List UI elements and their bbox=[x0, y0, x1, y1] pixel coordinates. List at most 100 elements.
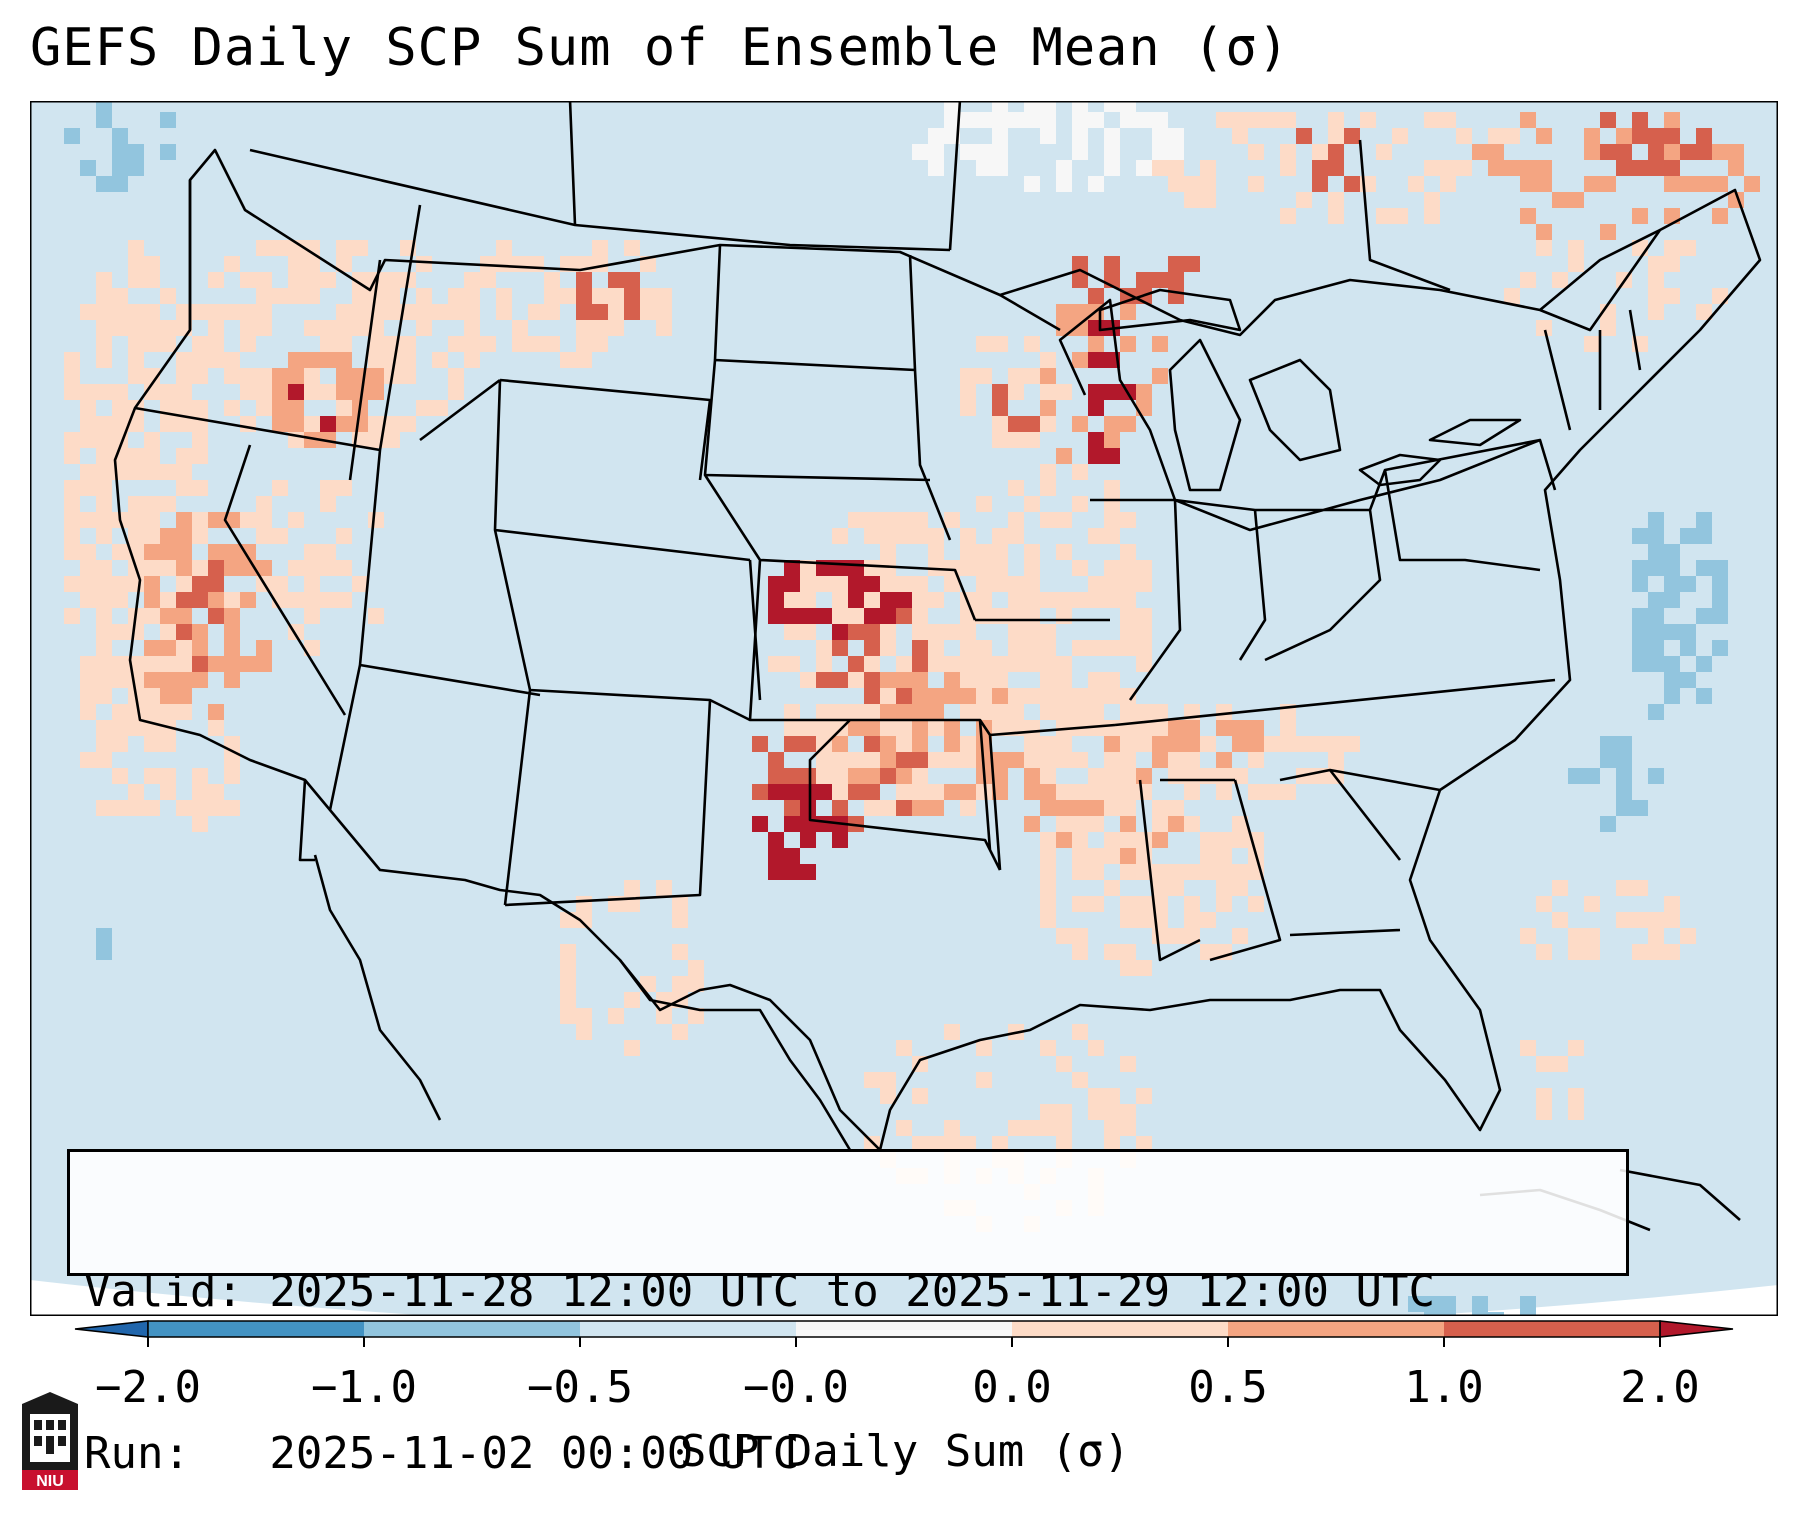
scp-cell bbox=[1312, 144, 1328, 160]
scp-cell bbox=[176, 464, 192, 480]
scp-cell bbox=[336, 592, 352, 608]
scp-cell bbox=[1040, 512, 1056, 528]
scp-cell bbox=[1152, 880, 1168, 896]
scp-cell bbox=[1216, 896, 1232, 912]
scp-cell bbox=[832, 720, 848, 736]
scp-cell bbox=[624, 272, 640, 288]
scp-cell bbox=[352, 240, 368, 256]
scp-cell bbox=[1184, 928, 1200, 944]
scp-cell bbox=[256, 368, 272, 384]
scp-cell bbox=[208, 336, 224, 352]
scp-cell bbox=[1152, 720, 1168, 736]
scp-cell bbox=[960, 144, 976, 160]
scp-cell bbox=[1056, 448, 1072, 464]
scp-cell bbox=[1136, 864, 1152, 880]
scp-cell bbox=[960, 624, 976, 640]
scp-cell bbox=[96, 752, 112, 768]
scp-cell bbox=[1136, 896, 1152, 912]
scp-cell bbox=[1200, 912, 1216, 928]
scp-cell bbox=[576, 912, 592, 928]
scp-cell bbox=[1104, 768, 1120, 784]
scp-cell bbox=[176, 480, 192, 496]
scp-cell bbox=[96, 800, 112, 816]
scp-cell bbox=[768, 576, 784, 592]
scp-cell bbox=[928, 784, 944, 800]
scp-cell bbox=[960, 736, 976, 752]
scp-cell bbox=[992, 400, 1008, 416]
scp-cell bbox=[1216, 768, 1232, 784]
scp-cell bbox=[832, 784, 848, 800]
scp-cell bbox=[1232, 736, 1248, 752]
scp-cell bbox=[1056, 1120, 1072, 1136]
scp-cell bbox=[1664, 576, 1680, 592]
scp-cell bbox=[1216, 752, 1232, 768]
scp-cell bbox=[240, 656, 256, 672]
scp-cell bbox=[1584, 944, 1600, 960]
scp-cell bbox=[800, 784, 816, 800]
scp-cell bbox=[64, 496, 80, 512]
scp-cell bbox=[1712, 640, 1728, 656]
scp-cell bbox=[1616, 128, 1632, 144]
scp-cell bbox=[1200, 768, 1216, 784]
scp-cell bbox=[656, 288, 672, 304]
scp-cell bbox=[592, 304, 608, 320]
scp-cell bbox=[1040, 112, 1056, 128]
scp-cell bbox=[1040, 368, 1056, 384]
scp-cell bbox=[336, 400, 352, 416]
scp-cell bbox=[1024, 656, 1040, 672]
scp-cell bbox=[1120, 560, 1136, 576]
scp-cell bbox=[1136, 560, 1152, 576]
scp-cell bbox=[1072, 256, 1088, 272]
scp-cell bbox=[224, 560, 240, 576]
scp-cell bbox=[208, 656, 224, 672]
scp-cell bbox=[256, 656, 272, 672]
scp-cell bbox=[1008, 704, 1024, 720]
scp-cell bbox=[1072, 944, 1088, 960]
scp-cell bbox=[1088, 1040, 1104, 1056]
scp-cell bbox=[976, 544, 992, 560]
scp-cell bbox=[80, 384, 96, 400]
scp-cell bbox=[368, 416, 384, 432]
scp-cell bbox=[1600, 224, 1616, 240]
scp-cell bbox=[1040, 128, 1056, 144]
scp-cell bbox=[1520, 176, 1536, 192]
scp-cell bbox=[768, 752, 784, 768]
scp-cell bbox=[992, 704, 1008, 720]
scp-cell bbox=[1024, 560, 1040, 576]
scp-cell bbox=[496, 240, 512, 256]
scp-cell bbox=[1040, 592, 1056, 608]
scp-cell bbox=[1632, 944, 1648, 960]
scp-cell bbox=[976, 672, 992, 688]
scp-cell bbox=[240, 304, 256, 320]
scp-cell bbox=[1184, 816, 1200, 832]
scp-cell bbox=[96, 944, 112, 960]
scp-cell bbox=[1264, 784, 1280, 800]
scp-cell bbox=[1568, 1088, 1584, 1104]
scp-cell bbox=[1280, 720, 1296, 736]
scp-cell bbox=[320, 544, 336, 560]
scp-cell bbox=[288, 400, 304, 416]
scp-cell bbox=[288, 560, 304, 576]
scp-cell bbox=[1184, 864, 1200, 880]
scp-cell bbox=[1152, 160, 1168, 176]
scp-cell bbox=[768, 768, 784, 784]
scp-cell bbox=[1088, 704, 1104, 720]
scp-cell bbox=[912, 800, 928, 816]
scp-cell bbox=[1632, 128, 1648, 144]
scp-cell bbox=[128, 160, 144, 176]
scp-cell bbox=[304, 368, 320, 384]
scp-cell bbox=[1136, 1136, 1152, 1152]
scp-cell bbox=[1248, 112, 1264, 128]
scp-cell bbox=[1584, 144, 1600, 160]
scp-cell bbox=[64, 432, 80, 448]
scp-cell bbox=[208, 560, 224, 576]
scp-cell bbox=[96, 672, 112, 688]
scp-cell bbox=[176, 400, 192, 416]
scp-cell bbox=[192, 624, 208, 640]
scp-cell bbox=[1744, 176, 1760, 192]
scp-cell bbox=[816, 784, 832, 800]
scp-cell bbox=[1104, 752, 1120, 768]
scp-cell bbox=[1648, 272, 1664, 288]
scp-cell bbox=[1088, 720, 1104, 736]
scp-cell bbox=[1120, 704, 1136, 720]
